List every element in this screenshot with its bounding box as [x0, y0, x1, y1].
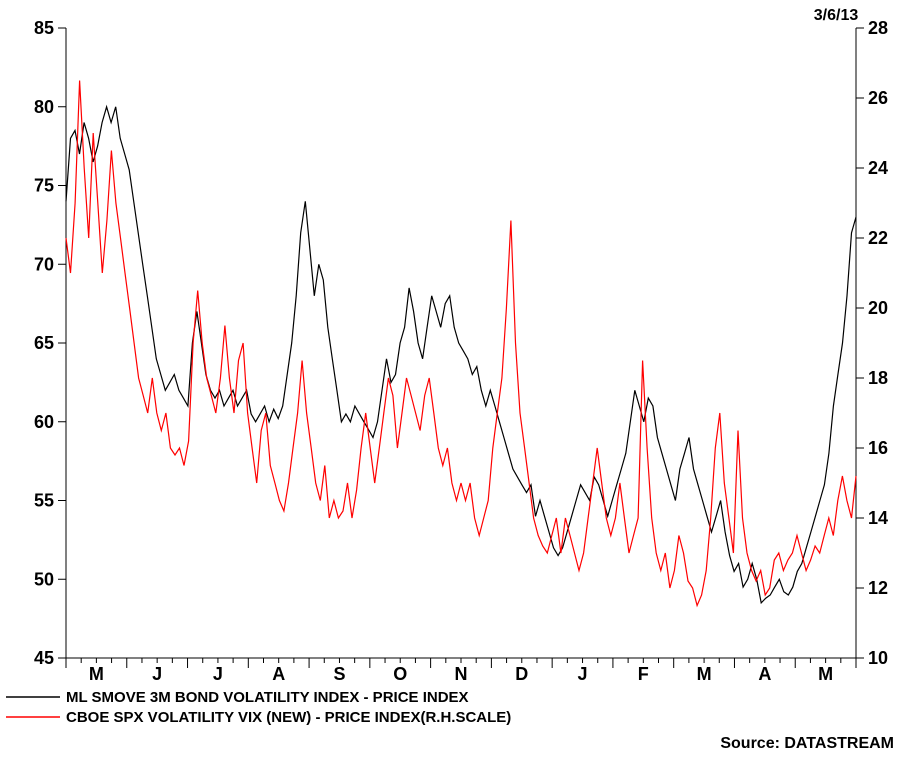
chart-container: 45 50 55 60 65 70 75 80 85 10 12 14 16 18 20 22 24 26 28 M J… [0, 0, 900, 760]
left-tick-label: 85 [34, 18, 54, 38]
left-tick-label: 80 [34, 97, 54, 117]
left-tick-label: 70 [34, 254, 54, 274]
date-label: 3/6/13 [814, 7, 859, 24]
x-tick-label: M [697, 664, 712, 684]
right-tick-label: 14 [868, 508, 888, 528]
series-line [66, 107, 856, 603]
x-tick-label: D [515, 664, 528, 684]
right-tick-label: 20 [868, 298, 888, 318]
x-tick-label: N [455, 664, 468, 684]
left-tick-label: 65 [34, 333, 54, 353]
right-tick-label: 12 [868, 578, 888, 598]
legend-label: CBOE SPX VOLATILITY VIX (NEW) - PRICE IN… [66, 709, 511, 726]
x-tick-label: S [333, 664, 345, 684]
left-tick-label: 60 [34, 412, 54, 432]
left-tick-label: 50 [34, 569, 54, 589]
right-tick-label: 24 [868, 158, 888, 178]
legend-label: ML SMOVE 3M BOND VOLATILITY INDEX - PRIC… [66, 689, 469, 706]
right-tick-label: 18 [868, 368, 888, 388]
left-tick-label: 45 [34, 648, 54, 668]
series-line [66, 81, 856, 606]
volatility-chart: 45 50 55 60 65 70 75 80 85 10 12 14 16 18 20 22 24 26 28 M J… [0, 0, 900, 760]
right-tick-label: 16 [868, 438, 888, 458]
x-tick-label: A [758, 664, 771, 684]
x-tick-label: M [89, 664, 104, 684]
x-tick-label: O [393, 664, 407, 684]
right-tick-label: 28 [868, 18, 888, 38]
x-tick-label: J [213, 664, 223, 684]
x-tick-label: J [152, 664, 162, 684]
right-tick-label: 10 [868, 648, 888, 668]
source-label: Source: DATASTREAM [720, 735, 894, 752]
x-tick-label: J [578, 664, 588, 684]
right-tick-label: 22 [868, 228, 888, 248]
right-tick-label: 26 [868, 88, 888, 108]
left-tick-label: 55 [34, 491, 54, 511]
x-tick-label: A [272, 664, 285, 684]
left-tick-label: 75 [34, 176, 54, 196]
x-tick-label: F [638, 664, 649, 684]
x-tick-label: M [818, 664, 833, 684]
